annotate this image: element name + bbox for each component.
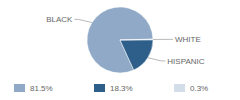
- svg-text:WHITE: WHITE: [175, 35, 201, 44]
- svg-text:HISPANIC: HISPANIC: [167, 57, 204, 66]
- svg-text:BLACK: BLACK: [46, 15, 73, 24]
- svg-text:18.3%: 18.3%: [110, 84, 133, 93]
- svg-text:81.5%: 81.5%: [30, 84, 53, 93]
- svg-text:0.3%: 0.3%: [190, 84, 208, 93]
